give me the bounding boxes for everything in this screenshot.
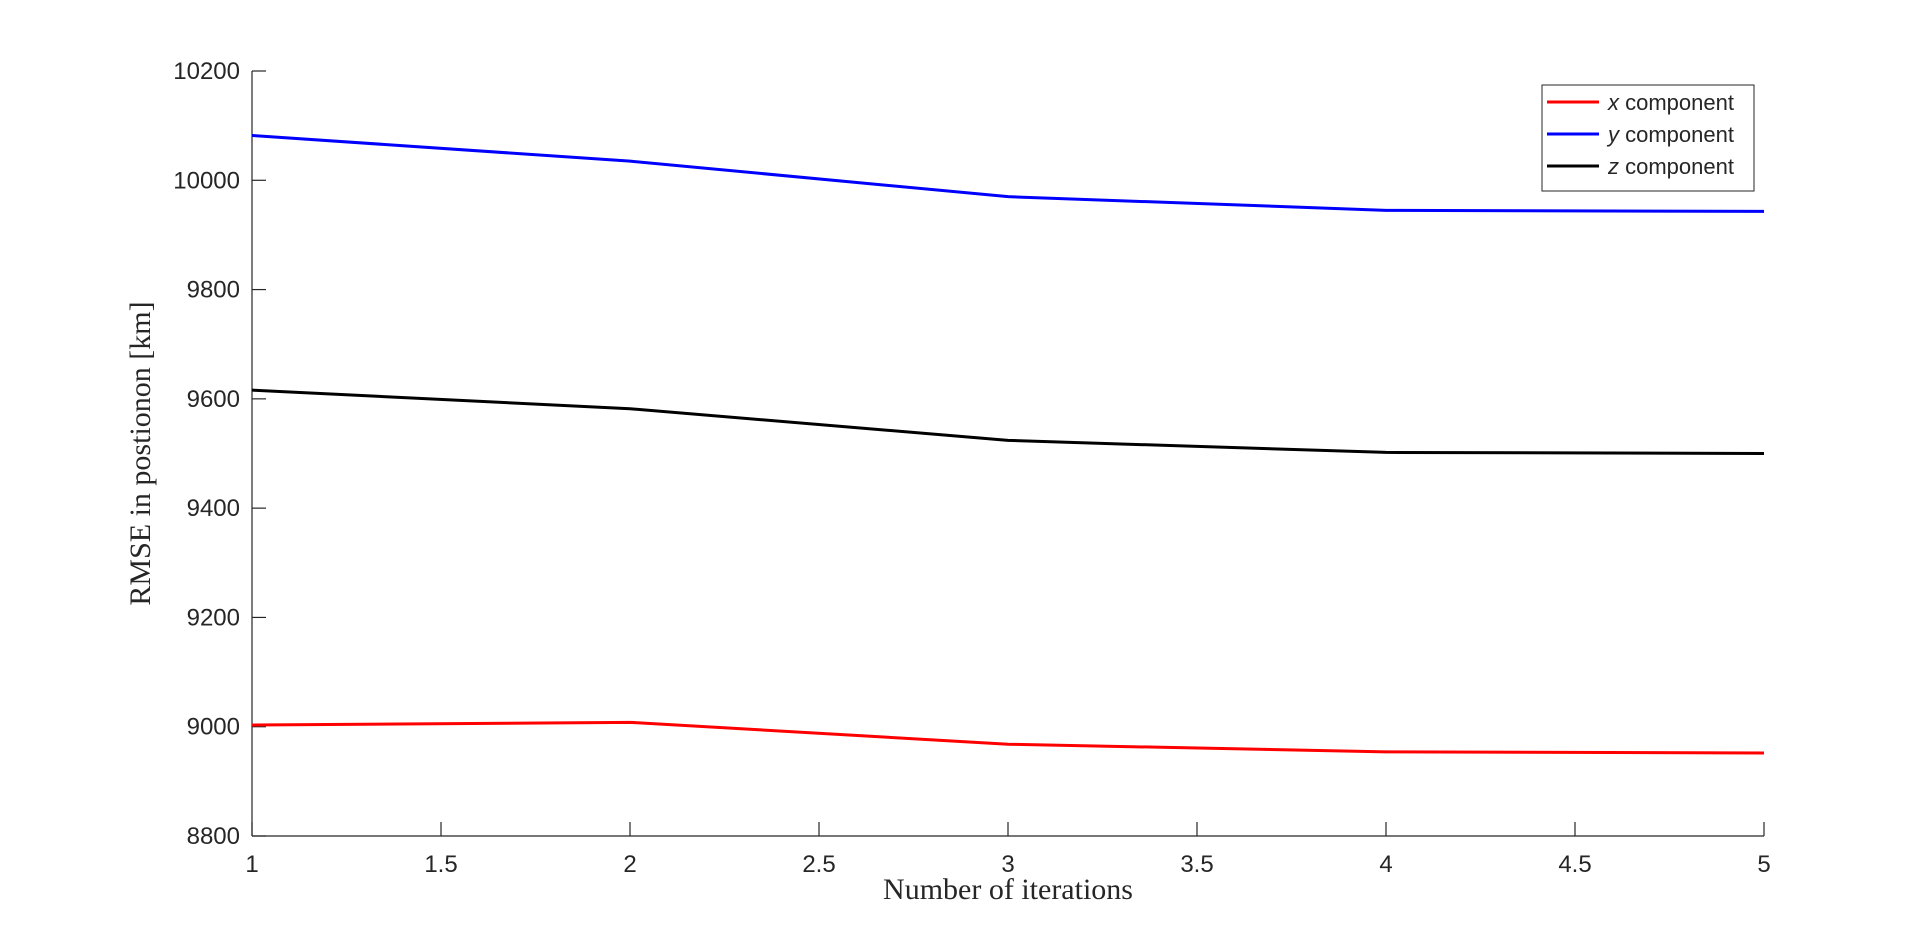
x-tick-label: 3 bbox=[1001, 851, 1014, 878]
y-tick-label: 9200 bbox=[187, 604, 240, 631]
series-layer bbox=[251, 133, 1765, 755]
legend-label-x: x component bbox=[1607, 90, 1734, 115]
x-tick-label: 5 bbox=[1757, 851, 1770, 878]
series-line-x bbox=[251, 720, 1765, 755]
axes-layer: 1 1.5 2 2.5 3 3.5 4 4.5 5 8800 9000 9200 9400 9600 980… bbox=[173, 58, 1770, 878]
legend: x component y component z component bbox=[1541, 84, 1755, 192]
x-axis-title: Number of iterations bbox=[883, 873, 1133, 906]
series-line-y bbox=[251, 133, 1765, 213]
x-tick-label: 1 bbox=[245, 851, 258, 878]
y-tick-label: 10200 bbox=[173, 58, 240, 85]
y-tick-label: 8800 bbox=[187, 823, 240, 850]
y-tick-label: 9400 bbox=[187, 495, 240, 522]
x-tick-label: 2.5 bbox=[802, 851, 835, 878]
y-tick-label: 9800 bbox=[187, 277, 240, 304]
y-tick-label: 9600 bbox=[187, 386, 240, 413]
y-tick-label: 10000 bbox=[173, 167, 240, 194]
legend-label-y: y component bbox=[1606, 122, 1734, 147]
x-tick-label: 4 bbox=[1379, 851, 1392, 878]
x-tick-label: 4.5 bbox=[1558, 851, 1591, 878]
x-tick-label: 3.5 bbox=[1180, 851, 1213, 878]
legend-label-z: z component bbox=[1607, 154, 1734, 179]
y-tick-label: 9000 bbox=[187, 714, 240, 741]
series-line-z bbox=[251, 388, 1765, 455]
x-tick-label: 2 bbox=[623, 851, 636, 878]
y-axis-title: RMSE in postionon [km] bbox=[124, 301, 157, 605]
x-tick-label: 1.5 bbox=[424, 851, 457, 878]
